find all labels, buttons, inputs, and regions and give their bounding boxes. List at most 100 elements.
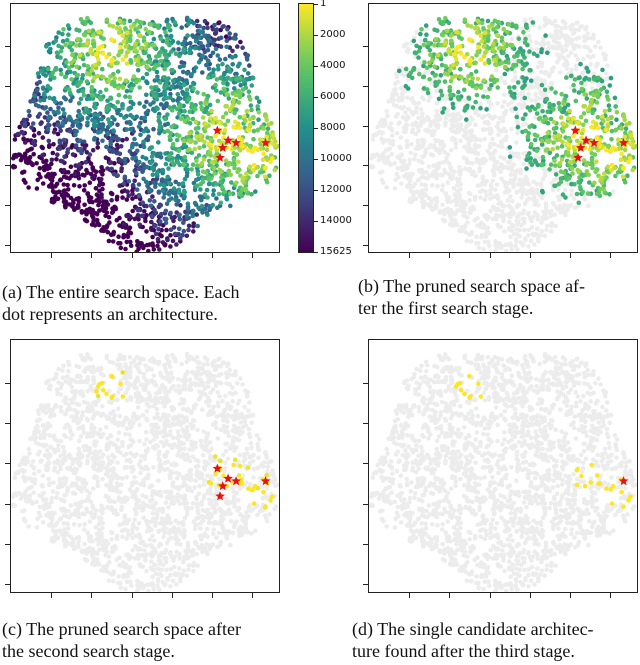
pruned-architecture-dot — [12, 475, 18, 480]
architecture-dot — [128, 239, 133, 245]
architecture-dot — [481, 94, 486, 99]
architecture-dot — [120, 137, 125, 143]
architecture-dot — [195, 163, 200, 168]
architecture-dot — [124, 197, 130, 202]
architecture-dot — [628, 133, 634, 138]
architecture-dot — [99, 117, 104, 122]
architecture-dot — [566, 146, 571, 151]
pruned-architecture-dot — [593, 64, 599, 69]
architecture-dot — [145, 64, 150, 70]
architecture-dot — [552, 158, 557, 163]
pruned-architecture-dot — [431, 143, 437, 148]
scatter-plot-b — [368, 3, 638, 253]
architecture-dot — [200, 115, 206, 120]
pruned-architecture-dot — [578, 24, 583, 30]
pruned-architecture-dot — [571, 46, 577, 52]
architecture-dot — [489, 83, 494, 88]
architecture-dot — [189, 150, 195, 156]
architecture-dot — [76, 199, 82, 204]
architecture-dot — [180, 77, 185, 82]
architecture-dot — [89, 85, 95, 90]
pruned-architecture-dot — [442, 218, 448, 224]
architecture-dot — [67, 114, 72, 120]
pruned-architecture-dot — [395, 111, 400, 117]
architecture-dot — [94, 212, 100, 217]
architecture-dot — [594, 159, 599, 164]
pruned-architecture-dot — [450, 119, 455, 125]
pruned-architecture-dot — [49, 520, 54, 526]
architecture-dot — [140, 154, 145, 160]
caption-b-line-2: ter the first search stage. — [358, 298, 534, 318]
colorbar-tick-label: 14000 — [320, 215, 352, 226]
architecture-dot — [148, 102, 153, 107]
architecture-dot — [547, 150, 553, 156]
architecture-dot — [56, 110, 61, 115]
architecture-dot — [206, 75, 211, 80]
architecture-dot — [487, 24, 492, 30]
architecture-dot — [176, 81, 182, 86]
architecture-dot — [169, 215, 175, 221]
architecture-dot — [484, 107, 489, 112]
architecture-dot — [100, 138, 105, 144]
architecture-dot — [135, 207, 141, 213]
pruned-architecture-dot — [459, 202, 465, 207]
pruned-architecture-dot — [502, 164, 508, 170]
architecture-dot — [118, 44, 123, 50]
architecture-dot — [164, 216, 169, 222]
architecture-dot — [552, 183, 557, 189]
pruned-architecture-dot — [419, 137, 425, 143]
architecture-dot — [232, 86, 237, 91]
pruned-architecture-dot — [590, 86, 595, 91]
architecture-dot — [131, 83, 136, 88]
pruned-architecture-dot — [586, 203, 591, 209]
architecture-dot — [79, 150, 84, 156]
architecture-dot — [176, 231, 181, 237]
architecture-dot — [163, 161, 169, 167]
pruned-architecture-dot — [118, 585, 124, 591]
architecture-dot — [147, 242, 152, 247]
architecture-dot — [82, 209, 88, 215]
architecture-dot — [90, 147, 96, 153]
architecture-dot — [196, 60, 202, 65]
architecture-dot — [604, 89, 610, 94]
architecture-dot — [270, 133, 276, 138]
architecture-dot — [98, 97, 103, 102]
pruned-architecture-dot — [483, 234, 489, 240]
pruned-architecture-dot — [551, 45, 556, 51]
architecture-dot — [225, 82, 230, 87]
architecture-dot — [521, 49, 526, 54]
architecture-dot — [524, 25, 530, 31]
architecture-dot — [432, 43, 437, 48]
architecture-dot — [138, 20, 144, 25]
pruned-architecture-dot — [558, 210, 563, 215]
architecture-dot — [77, 138, 83, 144]
architecture-dot — [29, 146, 34, 152]
pruned-architecture-dot — [409, 129, 415, 135]
architecture-dot — [147, 187, 153, 193]
architecture-dot — [403, 66, 409, 72]
architecture-dot — [421, 63, 426, 69]
pruned-architecture-dot — [81, 527, 87, 532]
architecture-dot — [155, 23, 161, 29]
architecture-dot — [255, 104, 260, 109]
architecture-dot — [411, 38, 417, 44]
pruned-architecture-dot — [390, 93, 395, 99]
architecture-dot — [115, 122, 120, 127]
pruned-architecture-dot — [416, 101, 422, 106]
pruned-architecture-dot — [420, 143, 425, 148]
architecture-dot — [152, 78, 158, 83]
architecture-dot — [443, 40, 448, 46]
pruned-architecture-dot — [414, 105, 419, 110]
architecture-dot — [166, 166, 171, 171]
architecture-dot — [543, 135, 549, 140]
architecture-dot — [158, 203, 164, 208]
architecture-dot — [533, 160, 539, 165]
pruned-architecture-dot — [488, 114, 494, 120]
architecture-dot — [116, 53, 121, 58]
architecture-dot — [195, 223, 200, 229]
pruned-architecture-dot — [76, 538, 82, 543]
architecture-dot — [182, 108, 187, 114]
architecture-dot — [242, 67, 247, 73]
architecture-dot — [233, 77, 239, 82]
pruned-architecture-dot — [123, 586, 128, 592]
